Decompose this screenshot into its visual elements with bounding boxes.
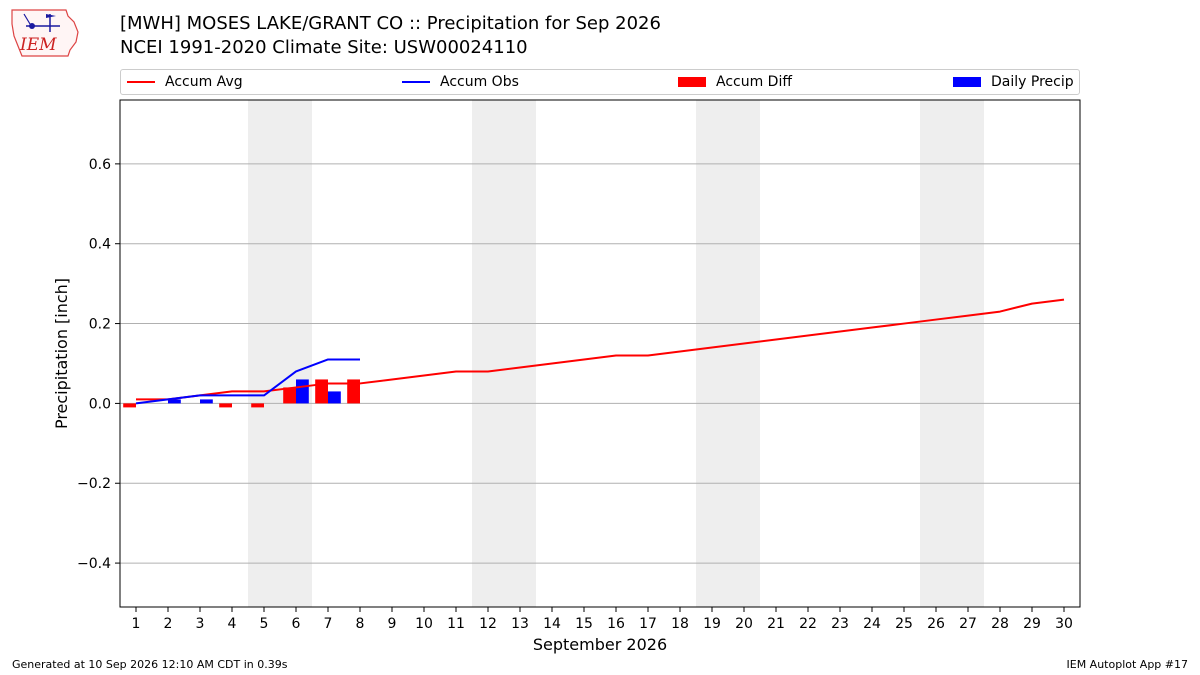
daily-precip-swatch — [953, 77, 981, 87]
y-tick-label: 0.4 — [89, 237, 111, 253]
accum-diff-bar-day-5 — [251, 403, 264, 408]
legend-item-accum-avg: Accum Avg — [127, 73, 243, 91]
x-tick-label: 3 — [196, 616, 205, 632]
weekend-shade-day-5 — [248, 100, 280, 607]
x-tick-label: 12 — [479, 616, 497, 632]
x-tick-label: 21 — [767, 616, 785, 632]
accum-diff-bar-day-6 — [283, 387, 296, 404]
daily-precip-bar-day-6 — [296, 379, 309, 404]
x-tick-label: 10 — [415, 616, 433, 632]
legend-label-daily-precip: Daily Precip — [991, 74, 1074, 90]
weekend-shade-day-13 — [504, 100, 536, 607]
weekend-shade-day-26 — [920, 100, 952, 607]
daily-precip-bar-day-7 — [328, 391, 341, 404]
accum-diff-bar-day-4 — [219, 403, 232, 408]
x-tick-label: 8 — [356, 616, 365, 632]
accum-diff-swatch — [678, 77, 706, 87]
legend-item-daily-precip: Daily Precip — [953, 73, 1074, 91]
x-tick-label: 2 — [164, 616, 173, 632]
x-tick-label: 7 — [324, 616, 333, 632]
daily-precip-bar-day-3 — [200, 399, 213, 404]
x-tick-label: 29 — [1023, 616, 1041, 632]
y-tick-label: 0.2 — [89, 317, 111, 333]
x-tick-label: 17 — [639, 616, 657, 632]
chart-subtitle: NCEI 1991-2020 Climate Site: USW00024110 — [120, 37, 528, 58]
y-tick-label: −0.4 — [77, 556, 111, 572]
weekend-shade-day-12 — [472, 100, 504, 607]
x-tick-label: 4 — [228, 616, 237, 632]
x-tick-label: 23 — [831, 616, 849, 632]
weekend-shade-day-19 — [696, 100, 728, 607]
x-tick-label: 20 — [735, 616, 753, 632]
x-tick-label: 27 — [959, 616, 977, 632]
footer-generated: Generated at 10 Sep 2026 12:10 AM CDT in… — [12, 658, 288, 671]
accum-avg-line — [136, 298, 1065, 401]
logo-text: IEM — [19, 35, 57, 55]
accum-diff-bar-day-1 — [123, 403, 136, 408]
x-tick-label: 13 — [511, 616, 529, 632]
x-axis-label: September 2026 — [533, 635, 667, 654]
weekend-shade-day-27 — [952, 100, 984, 607]
accum-obs-line — [135, 358, 360, 405]
x-tick-label: 5 — [260, 616, 269, 632]
weekend-shade-day-6 — [280, 100, 312, 607]
x-tick-label: 28 — [991, 616, 1009, 632]
y-axis-label: Precipitation [inch] — [52, 278, 71, 429]
x-tick-label: 14 — [543, 616, 561, 632]
plot-frame — [119, 99, 1081, 608]
x-tick-label: 24 — [863, 616, 881, 632]
x-tick-label: 19 — [703, 616, 721, 632]
x-tick-label: 25 — [895, 616, 913, 632]
chart-title: [MWH] MOSES LAKE/GRANT CO :: Precipitati… — [120, 13, 661, 34]
legend: Accum Avg Accum Obs Accum Diff Daily Pre… — [120, 69, 1080, 95]
legend-label-accum-obs: Accum Obs — [440, 74, 519, 90]
y-tick-label: −0.2 — [77, 476, 111, 492]
footer-app: IEM Autoplot App #17 — [1066, 658, 1189, 671]
accum-diff-bar-day-8 — [347, 379, 360, 404]
x-tick-label: 26 — [927, 616, 945, 632]
precipitation-chart: −0.4−0.20.00.20.40.61 2 3 4 5 6 7 8 9 10 11 12 13 14 1… — [52, 99, 1081, 654]
y-tick-label: 0.0 — [89, 396, 111, 412]
x-tick-label: 22 — [799, 616, 817, 632]
x-tick-label: 16 — [607, 616, 625, 632]
x-tick-label: 11 — [447, 616, 465, 632]
accum-obs-swatch — [402, 81, 430, 83]
weekend-shade-day-20 — [728, 100, 760, 607]
legend-label-accum-diff: Accum Diff — [716, 74, 793, 90]
x-tick-label: 18 — [671, 616, 689, 632]
x-tick-label: 6 — [292, 616, 301, 632]
legend-item-accum-obs: Accum Obs — [402, 73, 519, 91]
iem-logo: IEM — [11, 9, 79, 57]
x-tick-label: 9 — [388, 616, 397, 632]
accum-avg-swatch — [127, 81, 155, 83]
legend-item-accum-diff: Accum Diff — [678, 73, 792, 91]
x-tick-label: 30 — [1055, 616, 1073, 632]
y-tick-label: 0.6 — [89, 157, 111, 173]
legend-label-accum-avg: Accum Avg — [165, 74, 243, 90]
x-tick-label: 15 — [575, 616, 593, 632]
x-tick-label: 1 — [132, 616, 141, 632]
daily-precip-bar-day-2 — [168, 399, 181, 404]
